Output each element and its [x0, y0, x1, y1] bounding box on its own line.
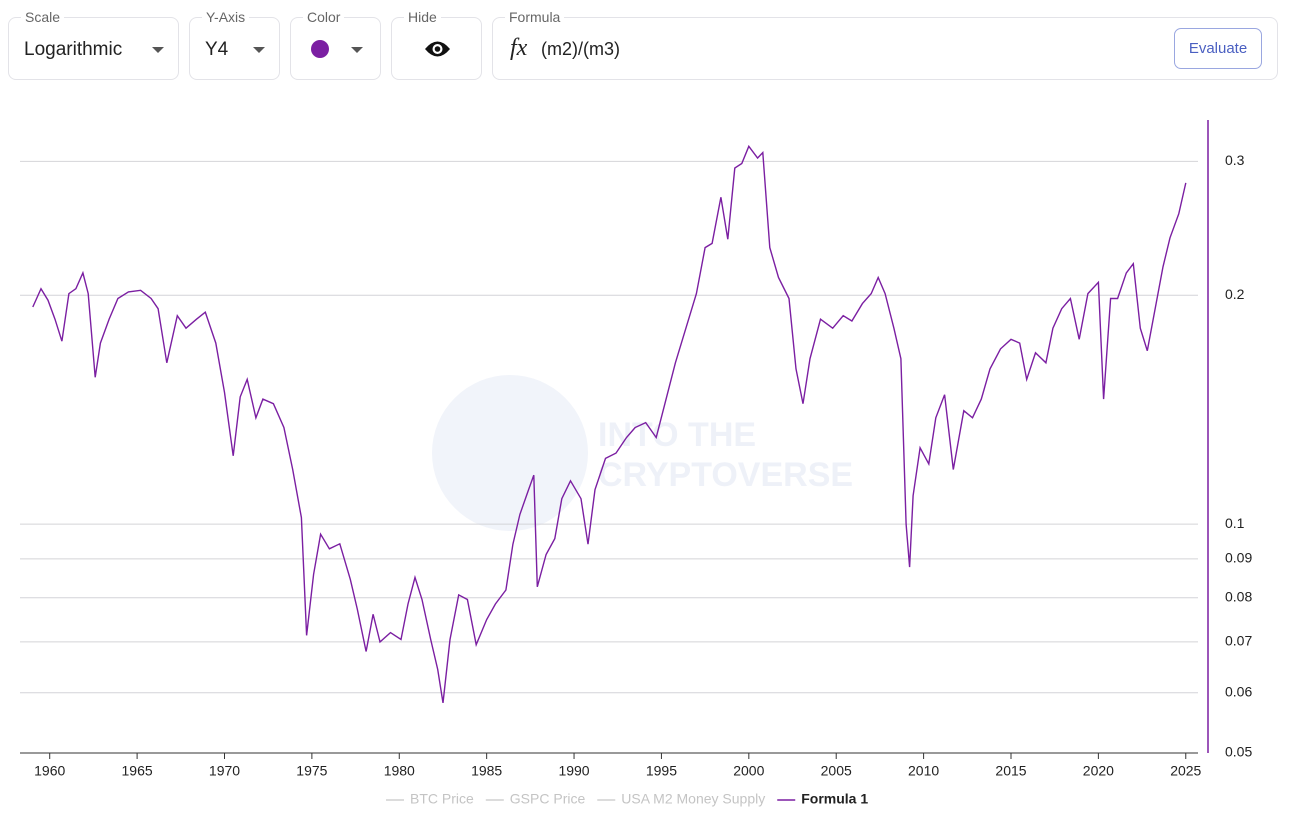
y-tick-label: 0.3: [1225, 152, 1245, 168]
hide-toggle[interactable]: Hide: [391, 9, 482, 80]
formula-text: (m2)/(m3): [541, 39, 620, 59]
caret: [253, 47, 265, 53]
y-tick-label: 0.06: [1225, 683, 1252, 699]
evaluate-button[interactable]: Evaluate: [1174, 28, 1262, 69]
x-tick-label: 2005: [821, 763, 852, 779]
watermark-logo: [432, 375, 588, 531]
color-swatch: [311, 40, 329, 58]
x-tick-label: 1965: [122, 763, 153, 779]
color-select[interactable]: Color: [290, 9, 381, 80]
eye-icon: [425, 41, 450, 57]
legend-label: GSPC Price: [510, 791, 586, 807]
fx-icon: fx: [510, 35, 528, 61]
y-tick-label: 0.2: [1225, 286, 1245, 302]
label: Y-Axis: [202, 9, 250, 25]
y-tick-label: 0.08: [1225, 589, 1252, 605]
legend-label: BTC Price: [410, 791, 474, 807]
x-tick-label: 1990: [558, 763, 589, 779]
x-tick-label: 1970: [209, 763, 240, 779]
label: Hide: [404, 9, 441, 25]
x-tick-label: 1985: [471, 763, 502, 779]
y-tick-label: 0.07: [1225, 633, 1252, 649]
caret: [351, 47, 363, 53]
legend-label: USA M2 Money Supply: [621, 791, 765, 807]
legend: BTC Price GSPC Price USA M2 Money Supply Fo…: [386, 791, 868, 807]
watermark: INTO THE: [598, 416, 756, 454]
y-axis-select[interactable]: Y-Axis Y4: [189, 9, 280, 80]
legend-label: Formula 1: [801, 791, 868, 807]
scale-select[interactable]: Scale Logarithmic: [8, 9, 179, 80]
x-tick-label: 2000: [733, 763, 764, 779]
x-tick-label: 2025: [1170, 763, 1201, 779]
value: Logarithmic: [24, 39, 123, 60]
x-tick-label: 2020: [1083, 763, 1114, 779]
value: Y4: [205, 39, 229, 60]
watermark: CRYPTOVERSE: [598, 456, 853, 494]
formula-input[interactable]: Formula fx (m2)/(m3) Evaluate: [492, 9, 1278, 80]
y-tick-label: 0.05: [1225, 744, 1252, 760]
y-tick-label: 0.09: [1225, 550, 1252, 566]
x-tick-label: 2010: [908, 763, 939, 779]
x-tick-label: 2015: [995, 763, 1026, 779]
x-tick-label: 1995: [646, 763, 677, 779]
y-tick-label: 0.1: [1225, 515, 1245, 531]
caret: [152, 47, 164, 53]
series-line: [32, 144, 1187, 704]
x-tick-label: 1980: [384, 763, 415, 779]
x-tick-label: 1975: [296, 763, 327, 779]
label: Color: [303, 9, 345, 25]
x-tick-label: 1960: [34, 763, 65, 779]
label: Formula: [505, 9, 565, 25]
label: Scale: [21, 9, 65, 25]
